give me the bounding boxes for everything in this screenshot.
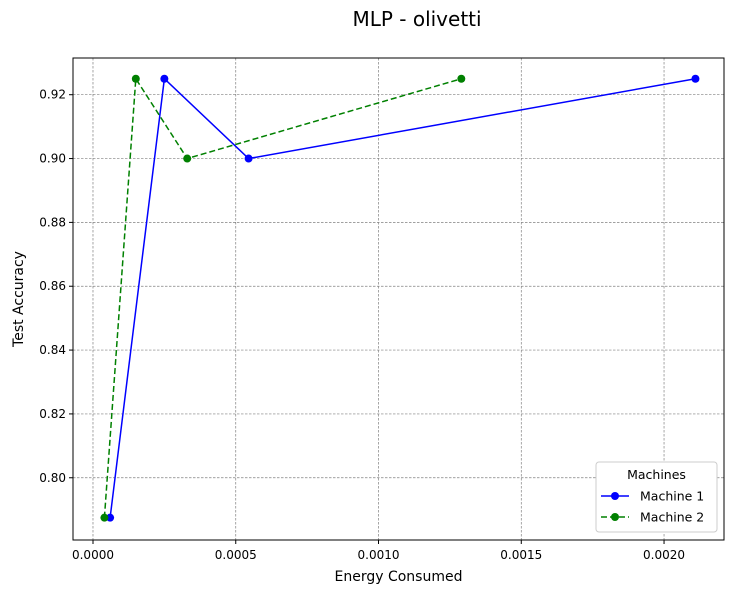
legend-entries: Machine 1 Machine 2 [601, 489, 704, 525]
legend-title: Machines [627, 467, 686, 482]
y-axis: 0.80 0.82 0.84 0.86 0.88 0.90 0.92 [39, 88, 73, 485]
series-line-1 [109, 77, 696, 518]
series-2-point [457, 74, 466, 83]
series-2-point [183, 154, 192, 163]
y-tick-label: 0.88 [39, 215, 66, 229]
legend-box [595, 461, 718, 533]
y-tick-label: 0.86 [39, 279, 66, 293]
x-tick-label: 0.0000 [72, 548, 114, 562]
x-tick-label: 0.0010 [358, 548, 400, 562]
legend-marker-1 [611, 492, 619, 500]
legend-label-2: Machine 2 [640, 510, 704, 525]
y-tick-label: 0.90 [39, 152, 66, 166]
series-layer [100, 74, 700, 522]
series-2-point [131, 74, 140, 83]
series-line-2 [103, 76, 462, 518]
series-2-point [100, 513, 109, 522]
x-tick-label: 0.0015 [500, 548, 542, 562]
y-axis-label: Test Accuracy [11, 251, 27, 348]
x-tick-label: 0.0020 [643, 548, 685, 562]
x-axis-label: Energy Consumed [335, 569, 463, 585]
y-tick-label: 0.82 [39, 407, 66, 421]
y-tick-label: 0.84 [39, 343, 66, 357]
x-tick-label: 0.0005 [215, 548, 257, 562]
legend-marker-2 [611, 513, 619, 521]
y-tick-label: 0.80 [39, 471, 66, 485]
x-axis: 0.0000 0.0005 0.0010 0.0015 0.0020 [72, 540, 685, 562]
plot-frame [72, 57, 725, 541]
legend-label-1: Machine 1 [640, 489, 704, 504]
series-1-point [106, 513, 115, 522]
series-1-point [160, 74, 169, 83]
series-1-point [244, 154, 253, 163]
chart-title: MLP - olivetti [352, 7, 481, 31]
series-1-point [691, 74, 700, 83]
legend: Machines Machine 1 Machine 2 [595, 461, 718, 533]
y-tick-label: 0.92 [39, 88, 66, 102]
